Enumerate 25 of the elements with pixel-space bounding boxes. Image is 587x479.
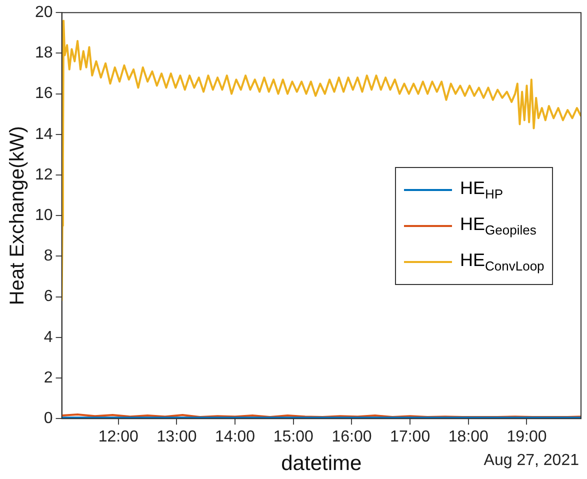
x-tick-label: 19:00 [506,428,547,446]
x-tick-label: 12:00 [98,428,138,446]
y-tick-label: 12 [35,166,53,184]
y-tick-label: 0 [44,410,53,428]
text: Aug 27, 2021 [484,452,580,470]
legend-label: HE$_{ConvLoop}$ [460,250,544,274]
y-tick-label: 14 [35,126,53,143]
x-tick-label: 13:00 [156,428,197,446]
y-tick-label: 8 [44,248,53,265]
y-tick-label: 16 [35,85,53,102]
x-tick-label: 17:00 [390,428,430,446]
x-tick-label: 18:00 [448,428,489,446]
y-tick-label: 4 [44,328,53,346]
y-tick-label: 10 [35,207,53,224]
y-tick-label: 20 [35,4,53,22]
y-tick-label: 18 [35,44,53,62]
legend-label: HE$_{Geopiles}$ [460,214,536,238]
x-tick-label: 14:00 [215,428,256,446]
x-tick-label: 15:00 [273,428,314,446]
y-axis-title: Heat Exchange(kW) [6,126,29,306]
x-tick-label: 16:00 [332,428,372,446]
x-axis-title: datetime [281,452,362,476]
legend-label: HE$_{HP}$ [460,178,504,202]
y-tick-label: 2 [44,369,53,386]
y-tick-label: 6 [44,288,53,306]
